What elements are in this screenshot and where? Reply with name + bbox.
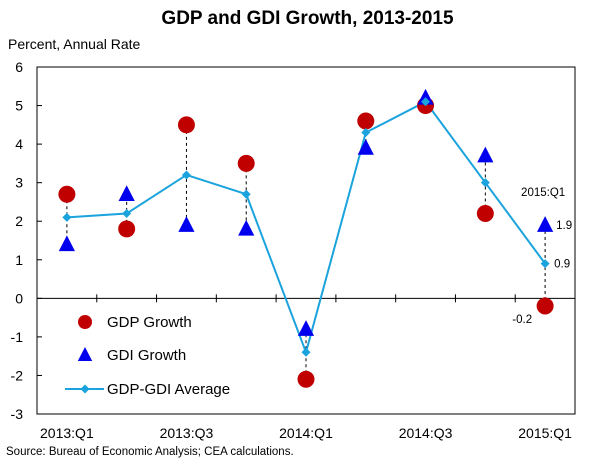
- average-point: [540, 259, 550, 269]
- chart-title: GDP and GDI Growth, 2013-2015: [161, 8, 454, 29]
- y-tick-label: 5: [15, 98, 23, 114]
- average-point: [122, 209, 132, 219]
- gdi-point: [118, 185, 135, 201]
- x-tick-label: 2014:Q3: [399, 425, 453, 441]
- legend: GDP Growth GDI Growth GDP-GDI Average: [65, 314, 230, 398]
- gdp-point: [357, 112, 375, 130]
- plot-frame: [36, 66, 576, 415]
- gdp-point: [118, 220, 136, 238]
- y-tick-label: -1: [11, 329, 24, 345]
- legend-average-label: GDP-GDI Average: [107, 381, 230, 398]
- marker-group: [58, 88, 554, 388]
- legend-gdi-label: GDI Growth: [107, 347, 186, 364]
- annotation-quarter: 2015:Q1: [521, 187, 565, 199]
- gdp-point: [476, 205, 494, 223]
- gdi-point: [477, 146, 494, 163]
- gdp-point: [536, 297, 554, 315]
- average-point: [301, 347, 311, 357]
- gdi-point: [537, 216, 554, 232]
- x-tick-label: 2014:Q1: [279, 425, 333, 441]
- y-tick-label: 2: [15, 213, 23, 229]
- gdi-point: [297, 320, 315, 336]
- gdi-point: [178, 216, 195, 232]
- dropline-group: [66, 97, 546, 380]
- axes-group: [36, 66, 576, 415]
- x-tick-label: 2013:Q3: [160, 425, 214, 441]
- y-tick-label: 3: [15, 175, 23, 191]
- y-tick-label: -3: [11, 406, 24, 422]
- x-tick-label: 2015:Q1: [518, 425, 572, 441]
- average-point: [241, 189, 251, 199]
- source-note: Source: Bureau of Economic Analysis; CEA…: [6, 446, 294, 458]
- average-point: [62, 212, 72, 222]
- gdi-point: [238, 219, 255, 236]
- annotation-gdi-value: 1.9: [556, 220, 572, 232]
- gdi-point: [58, 235, 75, 252]
- average-point: [421, 97, 431, 107]
- gdp-point: [58, 185, 76, 203]
- gdp-point: [237, 154, 255, 172]
- x-tick-label: 2013:Q1: [40, 425, 94, 441]
- y-tick-label: 6: [15, 59, 23, 75]
- legend-gdp-marker: [78, 315, 92, 329]
- tick-label-group: 6 5 4 3 2 1 0 -1 -2 -3 2013:Q1 2013:Q3 2014:Q1 2014:Q…: [11, 59, 573, 441]
- average-point: [480, 178, 490, 188]
- legend-gdi-marker: [77, 347, 93, 361]
- y-tick-label: 4: [15, 136, 23, 152]
- gdp-point: [297, 370, 315, 388]
- gdi-point: [417, 88, 434, 105]
- legend-gdp-label: GDP Growth: [107, 314, 192, 331]
- y-tick-label: 1: [15, 252, 23, 268]
- average-point: [181, 170, 191, 180]
- y-tick-label: -2: [11, 367, 24, 383]
- average-point: [361, 128, 371, 138]
- gdi-point: [357, 138, 374, 155]
- gdp-point: [177, 116, 195, 134]
- legend-average-marker: [80, 384, 90, 394]
- annotation-average-value: 0.9: [554, 259, 570, 271]
- y-axis-label: Percent, Annual Rate: [8, 36, 141, 52]
- annotation-gdp-value: -0.2: [512, 314, 532, 326]
- y-tick-label: 0: [15, 290, 23, 306]
- annotation-group: 2015:Q1 1.9 0.9 -0.2: [512, 187, 572, 326]
